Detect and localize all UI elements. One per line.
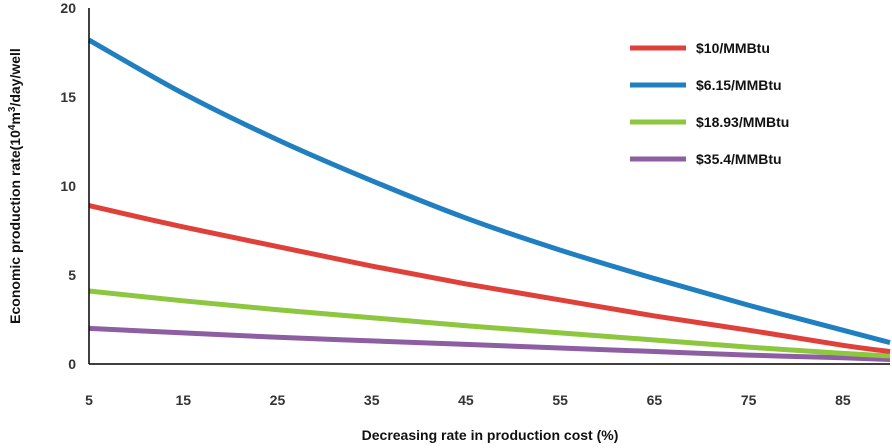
x-tick-label: 65 [647, 392, 663, 408]
x-tick-label: 45 [458, 392, 474, 408]
x-axis-title: Decreasing rate in production cost (%) [362, 427, 619, 443]
x-tick-label: 35 [364, 392, 380, 408]
y-axis-title-part: Economic production rate(10 [7, 130, 23, 324]
legend-label: $10/MMBtu [696, 40, 770, 56]
ticks-layer: 5 15 25 35 45 55 65 75 85 0 5 10 15 20 [60, 0, 850, 408]
x-tick-label: 25 [270, 392, 286, 408]
x-tick-label: 75 [741, 392, 757, 408]
x-tick-label: 5 [85, 392, 93, 408]
y-tick-label: 20 [60, 0, 76, 16]
y-tick-label: 5 [68, 267, 76, 283]
x-tick-label: 15 [175, 392, 191, 408]
series-line-10-mmbtu [88, 203, 891, 355]
series-line-18-93-mmbtu [88, 288, 891, 359]
legend-label: $18.93/MMBtu [696, 114, 789, 130]
y-tick-label: 10 [60, 178, 76, 194]
x-tick-label: 55 [552, 392, 568, 408]
x-tick-label: 85 [835, 392, 851, 408]
y-axis-title: Economic production rate(104m3/day/well [7, 48, 24, 324]
series-line-35-4-mmbtu [88, 325, 891, 363]
y-axis-title-sup: 4 [7, 124, 18, 130]
y-tick-label: 15 [60, 89, 76, 105]
legend-label: $6.15/MMBtu [696, 77, 782, 93]
series-layer [87, 37, 891, 363]
y-axis-title-part: m [7, 112, 23, 124]
legend-label: $35.4/MMBtu [696, 151, 782, 167]
series-line-6-15-mmbtu [87, 37, 891, 346]
y-axis-title-sup: 3 [7, 106, 18, 112]
legend: $10/MMBtu $6.15/MMBtu $18.93/MMBtu $35.4/MM… [630, 40, 789, 167]
y-axis-title-part: /day/well [7, 48, 23, 106]
axes-layer [88, 8, 890, 365]
y-tick-label: 0 [68, 356, 76, 372]
